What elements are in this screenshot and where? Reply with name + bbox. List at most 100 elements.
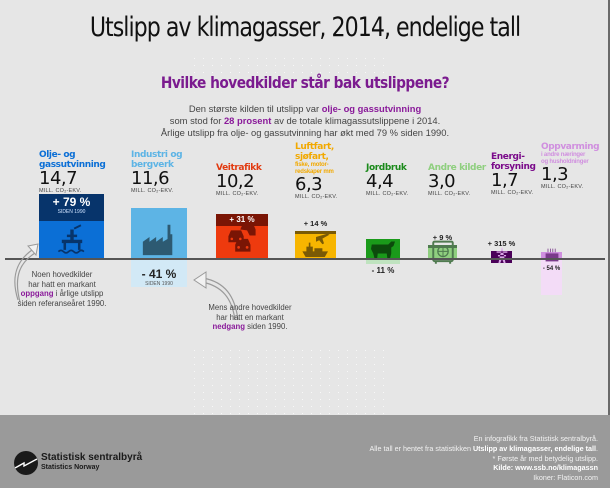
change-band: [39, 194, 104, 221]
change-sublabel: SIDEN 1990: [57, 209, 86, 215]
decline-extension: [131, 260, 187, 287]
category-label: Energi-: [491, 152, 525, 162]
frame-edge: [608, 0, 610, 488]
intro-line2-end: av de totale klimagassutslippene i 2014.: [271, 115, 441, 126]
category-column: Jordbruk 4,4 MILL. CO₂-EKV.: [366, 163, 438, 197]
category-unit: MILL. CO₂-EKV.: [428, 191, 471, 197]
footer: [0, 415, 610, 488]
category-column: Luftfart, sjøfart, fiske, motor-redskaper…: [295, 142, 367, 200]
ssb-logo-icon: [14, 451, 38, 475]
category-label: gassutvinning: [39, 160, 106, 170]
power-tower-icon: [491, 246, 512, 263]
category-column: Andre kilder 3,0 MILL. CO₂-EKV.: [428, 163, 500, 197]
category-value: 11,6: [131, 168, 170, 189]
category-column: Olje- og gassutvinning 14,7 MILL. CO₂-EKV.: [39, 150, 124, 194]
credit-line: En infografikk fra Statistisk sentralbyr…: [473, 434, 598, 443]
category-label: Veitrafikk: [216, 163, 262, 173]
category-value: 3,0: [428, 171, 456, 192]
intro-line1: Den største kilden til utslipp var: [188, 103, 322, 114]
category-value: 1,3: [541, 164, 569, 185]
intro-text: Den største kilden til utslipp var olje-…: [0, 103, 610, 139]
change-label: + 9 %: [432, 233, 453, 242]
category-label: forsyning: [491, 162, 536, 172]
credits: En infografikk fra Statistisk sentralbyr…: [369, 434, 598, 483]
oil-platform-icon: [39, 218, 104, 258]
cars-icon: [216, 218, 268, 258]
change-label: + 14 %: [303, 219, 328, 228]
logo-name-en: Statistics Norway: [41, 464, 100, 471]
category-column: Industri og bergverk 11,6 MILL. CO₂-EKV.: [131, 150, 207, 194]
change-sublabel: SIDEN 1990: [145, 281, 173, 287]
note-line: har hatt en markant: [28, 279, 96, 289]
note-decrease: Mens andre hovedkilder har hatt en marka…: [200, 303, 300, 332]
credit-stat-name: Utslipp av klimagasser, endelige tall: [472, 443, 596, 453]
note-increase: Noen hovedkilder har hatt en markant opp…: [12, 270, 112, 308]
safe-icon: [428, 240, 457, 264]
note-highlight-increase: oppgang: [20, 289, 54, 298]
note-highlight-decrease: nedgang: [212, 322, 246, 331]
category-unit: MILL. CO₂-EKV.: [491, 190, 534, 196]
change-label: - 11 %: [371, 266, 395, 275]
change-label: - 41 %: [141, 267, 177, 281]
intro-highlight-percent: 28 prosent: [223, 115, 272, 126]
category-column: Veitrafikk 10,2 MILL. CO₂-EKV.: [216, 163, 288, 197]
intro-line2: som stod for: [169, 115, 224, 126]
category-sublabel: og husholdninger: [541, 159, 589, 165]
decline-extension: [541, 260, 562, 295]
decline-extension: [366, 260, 400, 264]
chart-baseline: [5, 258, 605, 260]
category-value: 1,7: [491, 170, 519, 191]
category-label: Luftfart, sjøfart,: [295, 142, 334, 162]
arrow-up-icon: [14, 243, 39, 303]
note-line: siden 1990.: [245, 322, 288, 331]
category-value: 14,7: [39, 168, 78, 189]
category-label: Industri og: [131, 150, 183, 160]
page-title: Utslipp av klimagasser, 2014, endelige t…: [89, 12, 521, 43]
note-line: Noen hovedkilder: [31, 270, 93, 279]
intro-highlight-source: olje- og gassutvinning: [321, 103, 422, 114]
category-value: 10,2: [216, 171, 255, 192]
category-unit: MILL. CO₂-EKV.: [131, 188, 174, 194]
note-line: Mens andre hovedkilder: [208, 303, 292, 312]
factory-icon: [131, 218, 187, 258]
change-label: + 31 %: [229, 215, 255, 224]
change-label: + 315 %: [487, 239, 516, 248]
category-sublabel: i andre næringer: [541, 152, 586, 158]
category-column: Oppvarming i andre næringer og husholdning…: [541, 142, 610, 190]
section-subtitle: Hvilke hovedkilder står bak utslippene?: [160, 73, 450, 92]
category-label: Jordbruk: [366, 163, 407, 173]
category-label: Andre kilder: [428, 163, 486, 173]
category-unit: MILL. CO₂-EKV.: [295, 194, 338, 200]
category-column: Energi-forsyning 1,7 MILL. CO₂-EKV.: [491, 152, 563, 196]
change-band: [216, 214, 268, 226]
credit-icons: Ikoner: Flaticon.com: [533, 473, 598, 483]
note-line: siden referanseåret 1990.: [17, 298, 107, 308]
category-unit: MILL. CO₂-EKV.: [541, 184, 584, 190]
credit-line: Alle tall er hentet fra statistikken: [369, 443, 473, 453]
arrow-left-icon: [193, 271, 239, 321]
change-label: + 79 %: [52, 195, 91, 209]
category-unit: MILL. CO₂-EKV.: [366, 191, 409, 197]
decorative-dots: [190, 55, 390, 85]
plane-ship-icon: [295, 231, 336, 258]
category-label: bergverk: [131, 160, 174, 170]
category-label: Oppvarming: [541, 142, 600, 152]
category-label: Olje- og: [39, 150, 76, 160]
category-value: 6,3: [295, 174, 323, 195]
category-sublabel: redskaper mm: [295, 169, 334, 175]
intro-line3: Årlige utslipp fra olje- og gassutvinnin…: [160, 127, 450, 138]
credit-line: .: [596, 443, 598, 453]
category-unit: MILL. CO₂-EKV.: [39, 188, 82, 194]
category-sublabel: fiske, motor-: [295, 162, 329, 168]
source-link[interactable]: Kilde: www.ssb.no/klimagassn: [493, 463, 598, 473]
change-label: - 54 %: [542, 266, 561, 272]
heater-icon: [541, 248, 562, 262]
category-unit: MILL. CO₂-EKV.: [216, 191, 259, 197]
note-line: i årlige utslipp: [53, 289, 104, 298]
logo-name: Statistisk sentralbyrå: [41, 452, 143, 463]
credit-footnote: * Første år med betydelig utslipp.: [492, 453, 598, 463]
change-band: [295, 231, 336, 234]
category-value: 4,4: [366, 171, 394, 192]
cow-icon: [366, 239, 400, 259]
note-line: har hatt en markant: [216, 312, 284, 322]
